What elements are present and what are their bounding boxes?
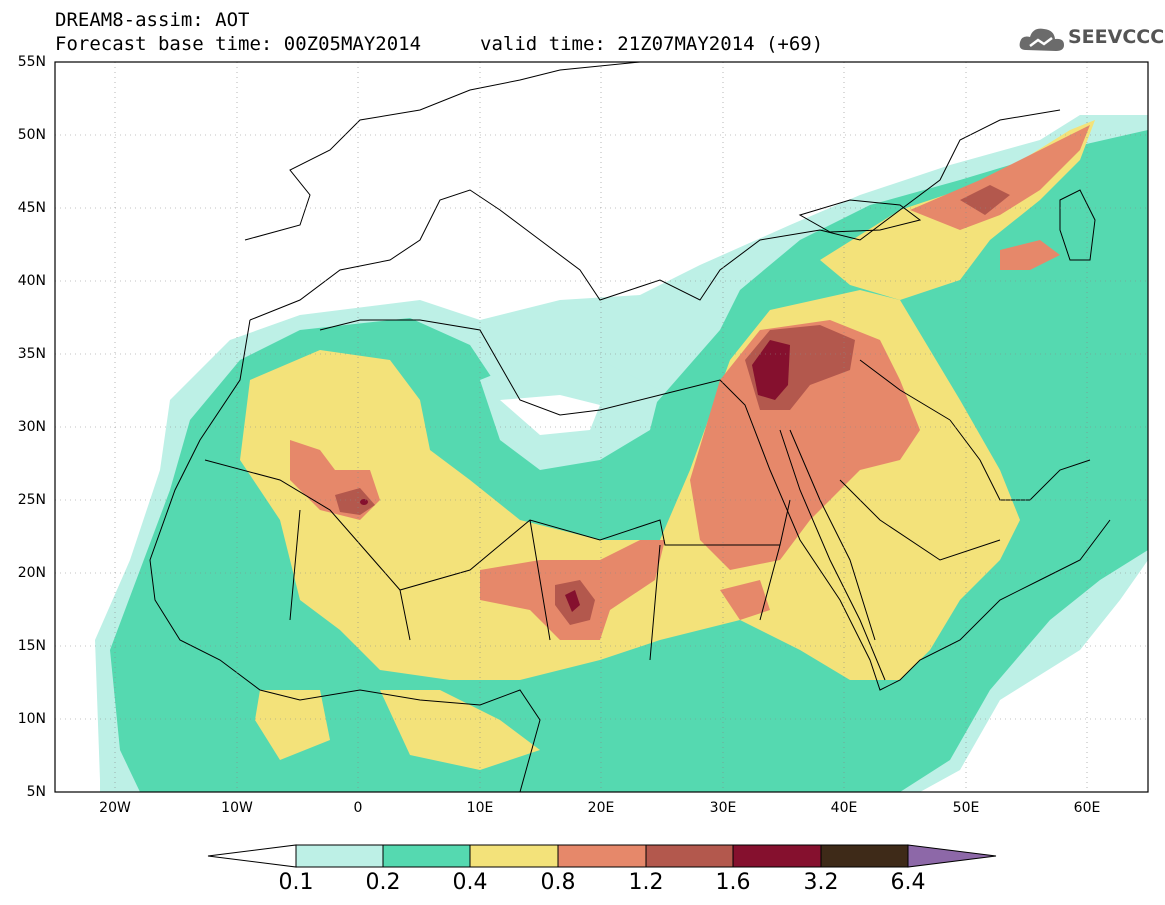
- colorbar-lower-arrow: [207, 844, 297, 868]
- colorbar-label: 3.2: [803, 870, 839, 895]
- colorbar-upper-arrow: [907, 844, 997, 868]
- colorbar-label: 1.6: [715, 870, 751, 895]
- logo-text: SEEVCCC: [1068, 26, 1165, 48]
- y-tick-50n: 50N: [17, 127, 46, 143]
- x-tick-50e: 50E: [952, 800, 980, 816]
- x-tick-10e: 10E: [466, 800, 494, 816]
- valid-time: valid time: 21Z07MAY2014 (+69): [480, 33, 824, 55]
- x-tick-0: 0: [353, 800, 363, 816]
- colorbar-label: 0.8: [540, 870, 576, 895]
- graticule: [55, 62, 1148, 792]
- colorbar-bin-1: [295, 844, 384, 868]
- colorbar-bin-3: [469, 844, 559, 868]
- y-tick-55n: 55N: [17, 54, 46, 70]
- africa-coast: [149, 319, 1111, 792]
- caspian-sea: [1059, 189, 1096, 261]
- europe-coast: [244, 62, 1061, 321]
- map-title: DREAM8-assim: AOT: [55, 9, 250, 31]
- seevccc-logo: SEEVCCC: [1018, 22, 1164, 58]
- colorbar-label: 6.4: [890, 870, 926, 895]
- y-tick-20n: 20N: [17, 565, 46, 581]
- plot-frame: [54, 61, 1149, 793]
- colorbar-bin-5: [645, 844, 734, 868]
- y-tick-30n: 30N: [17, 419, 46, 435]
- black-sea: [798, 199, 922, 233]
- y-tick-5n: 5N: [26, 784, 46, 800]
- cloud-icon: [1019, 28, 1064, 51]
- borders: [204, 359, 1001, 661]
- forecast-base-time: Forecast base time: 00Z05MAY2014: [55, 33, 422, 55]
- x-tick-60e: 60E: [1073, 800, 1101, 816]
- y-tick-10n: 10N: [17, 711, 46, 727]
- x-tick-40e: 40E: [830, 800, 858, 816]
- x-tick-30e: 30E: [709, 800, 737, 816]
- aot-contour-1.6: [752, 340, 790, 400]
- y-tick-45n: 45N: [17, 200, 46, 216]
- y-tick-35n: 35N: [17, 346, 46, 362]
- x-tick-10w: 10W: [221, 800, 253, 816]
- aot-contour-0.8: [690, 320, 920, 570]
- y-tick-25n: 25N: [17, 492, 46, 508]
- y-tick-40n: 40N: [17, 273, 46, 289]
- colorbar-label: 0.4: [452, 870, 488, 895]
- colorbar-label: 0.1: [278, 870, 314, 895]
- colorbar-label: 1.2: [628, 870, 664, 895]
- colorbar-bin-6: [732, 844, 822, 868]
- colorbar-bin-7: [820, 844, 909, 868]
- x-tick-20w: 20W: [99, 800, 131, 816]
- colorbar-label: 0.2: [365, 870, 401, 895]
- colorbar-bin-4: [557, 844, 647, 868]
- colorbar-bin-2: [382, 844, 471, 868]
- y-tick-15n: 15N: [17, 638, 46, 654]
- x-tick-20e: 20E: [587, 800, 615, 816]
- red-sea: [779, 429, 886, 681]
